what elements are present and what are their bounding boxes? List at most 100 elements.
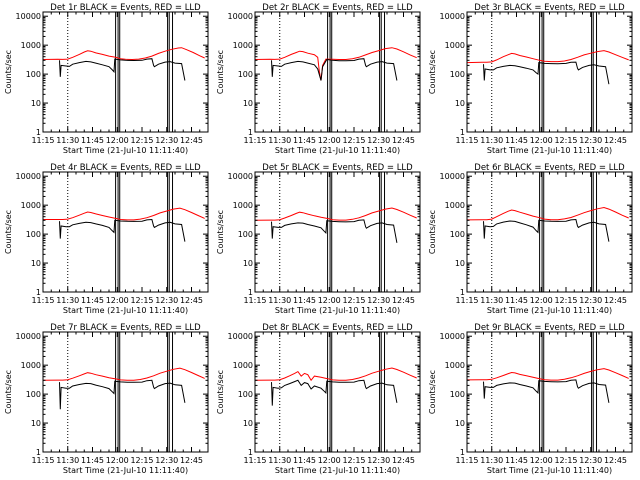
detector-panel: Det 2r BLACK = Events, RED = LLD 1 10 100 10…: [216, 3, 421, 155]
detector-panel: Det 6r BLACK = Events, RED = LLD 1 10 100 10…: [428, 163, 633, 315]
x-axis-label: Start Time (21-Jul-10 11:11:40): [487, 306, 612, 315]
y-tick-label: 1000: [21, 41, 41, 50]
y-tick-label: 10: [31, 419, 41, 428]
y-tick-label: 1000: [445, 41, 465, 50]
x-axis-label: Start Time (21-Jul-10 11:11:40): [63, 466, 188, 475]
x-tick-label: 12:15: [130, 456, 153, 465]
y-tick-label: 10000: [440, 332, 465, 341]
events-series-line: [59, 379, 186, 410]
x-tick-label: 11:15: [31, 136, 54, 145]
y-axis-label: Counts/sec: [428, 210, 437, 254]
x-axis-label: Start Time (21-Jul-10 11:11:40): [63, 146, 188, 155]
y-tick-label: 1: [460, 128, 465, 137]
panel-title: Det 3r BLACK = Events, RED = LLD: [474, 3, 625, 13]
y-tick-label: 100: [238, 390, 253, 399]
panel-title: Det 5r BLACK = Events, RED = LLD: [262, 163, 413, 173]
y-tick-label: 1: [36, 448, 41, 457]
panel-title: Det 4r BLACK = Events, RED = LLD: [50, 163, 201, 173]
y-tick-label: 100: [450, 70, 465, 79]
x-tick-label: 12:00: [530, 136, 553, 145]
events-series-line: [483, 218, 610, 242]
x-tick-label: 12:00: [106, 136, 129, 145]
x-tick-label: 11:30: [480, 456, 503, 465]
y-tick-label: 10: [455, 99, 465, 108]
y-axis-label: Counts/sec: [4, 50, 13, 94]
x-tick-label: 11:30: [56, 136, 79, 145]
detector-panel: Det 4r BLACK = Events, RED = LLD 1 10 100 10…: [4, 163, 209, 315]
x-tick-label: 12:30: [155, 136, 178, 145]
lld-series-line: [254, 367, 417, 382]
y-axis-label: Counts/sec: [216, 370, 225, 414]
detector-panel: Det 9r BLACK = Events, RED = LLD 1 10 100 10…: [428, 323, 633, 475]
y-tick-label: 10: [31, 259, 41, 268]
x-tick-label: 11:15: [455, 296, 478, 305]
y-tick-label: 10000: [228, 332, 253, 341]
lld-series-line: [466, 206, 629, 221]
x-tick-label: 11:45: [293, 296, 316, 305]
x-tick-label: 12:30: [579, 296, 602, 305]
lld-series-line: [43, 207, 205, 221]
x-tick-label: 12:30: [579, 136, 602, 145]
y-axis-label: Counts/sec: [4, 370, 13, 414]
x-tick-label: 12:15: [554, 136, 577, 145]
y-tick-label: 1: [248, 288, 253, 297]
y-axis-label: Counts/sec: [216, 210, 225, 254]
x-tick-label: 11:15: [31, 456, 54, 465]
y-tick-label: 1000: [21, 201, 41, 210]
x-tick-label: 12:45: [180, 456, 203, 465]
x-tick-label: 11:15: [455, 456, 478, 465]
x-axis-label: Start Time (21-Jul-10 11:11:40): [275, 146, 400, 155]
x-tick-label: 11:15: [243, 296, 266, 305]
detector-panel: Det 3r BLACK = Events, RED = LLD 1 10 100 10…: [428, 3, 633, 155]
x-tick-label: 12:15: [130, 136, 153, 145]
events-series-line: [483, 61, 610, 85]
x-axis-label: Start Time (21-Jul-10 11:11:40): [275, 466, 400, 475]
x-tick-label: 11:15: [31, 296, 54, 305]
x-tick-label: 11:45: [81, 136, 104, 145]
y-axis-label: Counts/sec: [216, 50, 225, 94]
events-series-line: [271, 58, 398, 81]
y-tick-label: 10000: [440, 172, 465, 181]
y-tick-label: 100: [26, 390, 41, 399]
x-tick-label: 12:45: [604, 136, 627, 145]
x-tick-label: 12:00: [106, 456, 129, 465]
y-tick-label: 10000: [228, 12, 253, 21]
y-tick-label: 1: [36, 128, 41, 137]
lld-series-line: [42, 47, 205, 61]
panel-title: Det 7r BLACK = Events, RED = LLD: [50, 323, 201, 333]
x-tick-label: 12:45: [180, 136, 203, 145]
events-series-line: [271, 379, 398, 406]
x-tick-label: 12:00: [530, 456, 553, 465]
panel-title: Det 2r BLACK = Events, RED = LLD: [262, 3, 413, 13]
x-tick-label: 12:30: [155, 456, 178, 465]
y-tick-label: 1000: [233, 201, 253, 210]
x-tick-label: 12:45: [604, 296, 627, 305]
y-tick-label: 10: [243, 419, 253, 428]
y-tick-label: 1000: [445, 201, 465, 210]
x-tick-label: 11:30: [268, 136, 291, 145]
x-tick-label: 11:45: [505, 296, 528, 305]
x-axis-label: Start Time (21-Jul-10 11:11:40): [487, 146, 612, 155]
y-tick-label: 10000: [16, 332, 41, 341]
events-series-line: [271, 219, 398, 243]
x-axis-label: Start Time (21-Jul-10 11:11:40): [63, 306, 188, 315]
x-tick-label: 12:15: [130, 296, 153, 305]
x-tick-label: 11:45: [293, 136, 316, 145]
detector-panel: Det 5r BLACK = Events, RED = LLD 1 10 100 10…: [216, 163, 421, 315]
x-tick-label: 11:45: [81, 456, 104, 465]
x-tick-label: 12:30: [367, 296, 390, 305]
panel-title: Det 1r BLACK = Events, RED = LLD: [50, 3, 201, 13]
y-tick-label: 1: [36, 288, 41, 297]
lld-series-line: [42, 367, 205, 381]
y-tick-label: 100: [238, 230, 253, 239]
x-tick-label: 11:45: [505, 136, 528, 145]
y-tick-label: 1: [460, 288, 465, 297]
detector-panel: Det 1r BLACK = Events, RED = LLD 1 10 100 10…: [4, 3, 209, 155]
detector-panel: Det 8r BLACK = Events, RED = LLD 1 10 100 10…: [216, 323, 421, 475]
x-tick-label: 12:30: [367, 456, 390, 465]
events-series-line: [483, 379, 610, 403]
x-tick-label: 11:30: [268, 456, 291, 465]
y-tick-label: 10: [31, 99, 41, 108]
x-tick-label: 11:45: [505, 456, 528, 465]
x-tick-label: 12:00: [318, 456, 341, 465]
